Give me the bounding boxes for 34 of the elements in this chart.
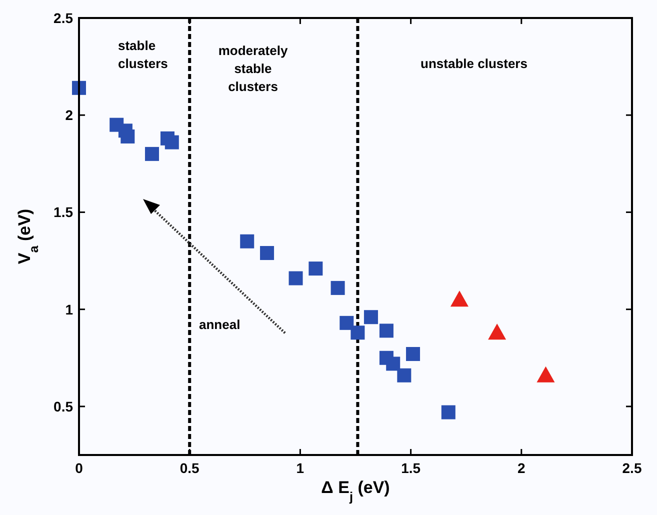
point <box>386 356 400 371</box>
x-tick-label: 2.5 <box>622 460 642 476</box>
point <box>488 324 506 340</box>
point <box>288 271 303 286</box>
point <box>240 234 254 248</box>
point <box>441 405 456 420</box>
point <box>144 146 159 161</box>
y-tick-label: 2 <box>65 107 74 124</box>
point <box>340 316 354 330</box>
x-tick-label: 0.5 <box>180 460 200 476</box>
y-tick-label: 2.5 <box>54 10 74 26</box>
x-tick-label: 1.5 <box>401 460 421 476</box>
x-tick-label: 1 <box>296 460 304 476</box>
y-tick-label: 0.5 <box>54 398 74 414</box>
annotation: unstable clusters <box>420 56 528 71</box>
y-tick-label: 1.5 <box>54 204 74 220</box>
point <box>536 366 555 382</box>
point <box>450 290 468 307</box>
point <box>308 262 323 276</box>
point <box>379 324 394 338</box>
point <box>406 347 420 362</box>
annotation: moderately stable clusters <box>218 43 288 94</box>
x-axis-title: Δ E$_{j}$ (eV) <box>321 478 390 504</box>
point <box>350 326 365 340</box>
annotation: anneal <box>199 317 240 332</box>
point <box>364 310 378 324</box>
annotation: stable clusters <box>118 38 168 71</box>
point <box>260 246 274 260</box>
point <box>330 280 345 295</box>
point <box>120 129 135 144</box>
y-tick-label: 1 <box>65 301 74 318</box>
point <box>397 368 412 382</box>
x-tick-label: 0 <box>75 460 84 476</box>
x-tick-label: 2 <box>518 460 526 476</box>
